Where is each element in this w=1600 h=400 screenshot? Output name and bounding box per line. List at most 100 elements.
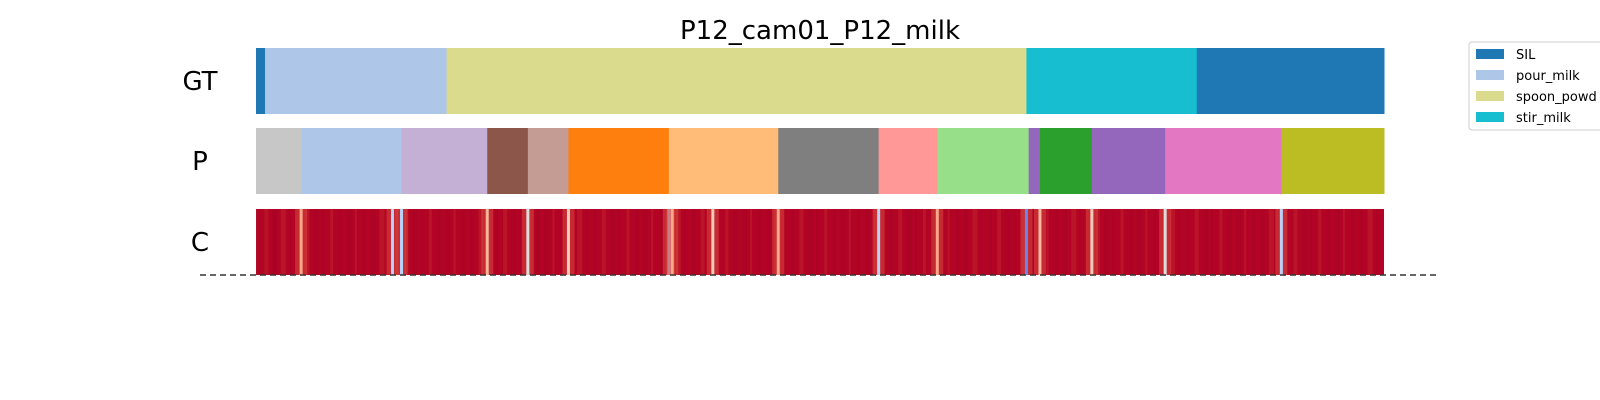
confidence-texture-79 [906,209,912,275]
row-gt: GT [182,48,1385,114]
confidence-texture-20 [420,209,423,275]
confidence-texture-19 [412,209,418,275]
confidence-dip-0 [299,209,303,275]
confidence-texture-2 [272,209,277,275]
segment-gt-3 [1026,48,1198,114]
confidence-texture-104 [1112,209,1115,275]
confidence-texture-71 [840,209,846,275]
confidence-texture-30 [503,209,508,275]
confidence-texture-47 [643,209,649,275]
segment-p-12 [1091,128,1166,194]
confidence-dip-1 [390,209,394,275]
confidence-dip-10 [877,209,881,275]
legend-label-0: SIL [1516,48,1536,63]
confidence-dip-8 [711,209,715,275]
confidence-texture-107 [1137,209,1143,275]
confidence-texture-24 [453,209,456,275]
confidence-texture-14 [371,209,376,275]
confidence-texture-39 [577,209,583,275]
confidence-texture-136 [1375,209,1378,275]
confidence-texture-10 [338,209,343,275]
confidence-texture-49 [659,209,663,275]
segment-p-9 [937,128,1030,194]
row-label-p: P [192,147,208,177]
confidence-texture-31 [511,209,517,275]
confidence-texture-122 [1260,209,1265,275]
confidence-dip-16 [1279,209,1283,275]
confidence-band [256,209,1384,275]
confidence-texture-36 [552,209,555,275]
confidence-texture-132 [1342,209,1345,275]
confidence-texture-26 [470,209,475,275]
legend-swatch-2 [1476,91,1504,101]
confidence-texture-112 [1178,209,1181,275]
segment-p-1 [301,128,403,194]
confidence-texture-68 [815,209,818,275]
confidence-texture-22 [437,209,442,275]
confidence-texture-121 [1252,209,1256,275]
confidence-texture-90 [997,209,1002,275]
confidence-texture-135 [1367,209,1373,275]
segment-gt-4 [1196,48,1385,114]
chart-title: P12_cam01_P12_milk [680,16,960,46]
confidence-texture-51 [675,209,681,275]
confidence-texture-87 [972,209,978,275]
legend-swatch-3 [1476,112,1504,122]
confidence-texture-77 [890,209,894,275]
confidence-texture-103 [1104,209,1110,275]
legend-label-1: pour_milk [1516,69,1580,84]
confidence-texture-41 [593,209,597,275]
confidence-dip-5 [566,209,570,275]
confidence-texture-58 [733,209,738,275]
confidence-texture-91 [1005,209,1011,275]
confidence-texture-102 [1095,209,1100,275]
confidence-dip-12 [1024,209,1028,275]
confidence-texture-6 [305,209,310,275]
confidence-texture-108 [1145,209,1148,275]
confidence-texture-29 [494,209,498,275]
confidence-texture-23 [445,209,451,275]
confidence-texture-120 [1244,209,1247,275]
confidence-dip-14 [1090,209,1094,275]
segment-p-13 [1165,128,1282,194]
confidence-dip-13 [1038,209,1042,275]
confidence-texture-96 [1046,209,1049,275]
row-p: P [192,128,1385,194]
row-label-c: C [191,228,209,258]
confidence-texture-97 [1054,209,1058,275]
confidence-texture-86 [964,209,969,275]
confidence-texture-131 [1334,209,1340,275]
confidence-texture-44 [618,209,621,275]
confidence-texture-3 [280,209,286,275]
confidence-texture-37 [560,209,564,275]
legend-swatch-1 [1476,70,1504,80]
confidence-dip-2 [400,209,404,275]
confidence-texture-65 [791,209,795,275]
confidence-texture-40 [585,209,588,275]
segment-p-0 [256,128,302,194]
confidence-texture-59 [741,209,747,275]
confidence-texture-111 [1170,209,1176,275]
segment-p-11 [1039,128,1093,194]
confidence-texture-69 [824,209,828,275]
confidence-texture-1 [264,209,268,275]
confidence-texture-128 [1310,209,1313,275]
confidence-texture-130 [1326,209,1331,275]
confidence-texture-123 [1268,209,1274,275]
confidence-texture-62 [766,209,771,275]
confidence-texture-25 [461,209,465,275]
confidence-texture-137 [256,209,260,275]
confidence-texture-60 [750,209,753,275]
confidence-texture-80 [914,209,917,275]
confidence-dip-3 [485,209,489,275]
segment-gt-1 [265,48,448,114]
confidence-texture-98 [1062,209,1067,275]
chart-rows: GT P C [182,48,1385,275]
row-c: C [191,209,1384,275]
confidence-texture-43 [610,209,616,275]
segment-p-10 [1028,128,1041,194]
confidence-texture-117 [1219,209,1223,275]
confidence-texture-66 [799,209,804,275]
segment-gt-2 [446,48,1027,114]
legend-frame [1468,41,1600,131]
